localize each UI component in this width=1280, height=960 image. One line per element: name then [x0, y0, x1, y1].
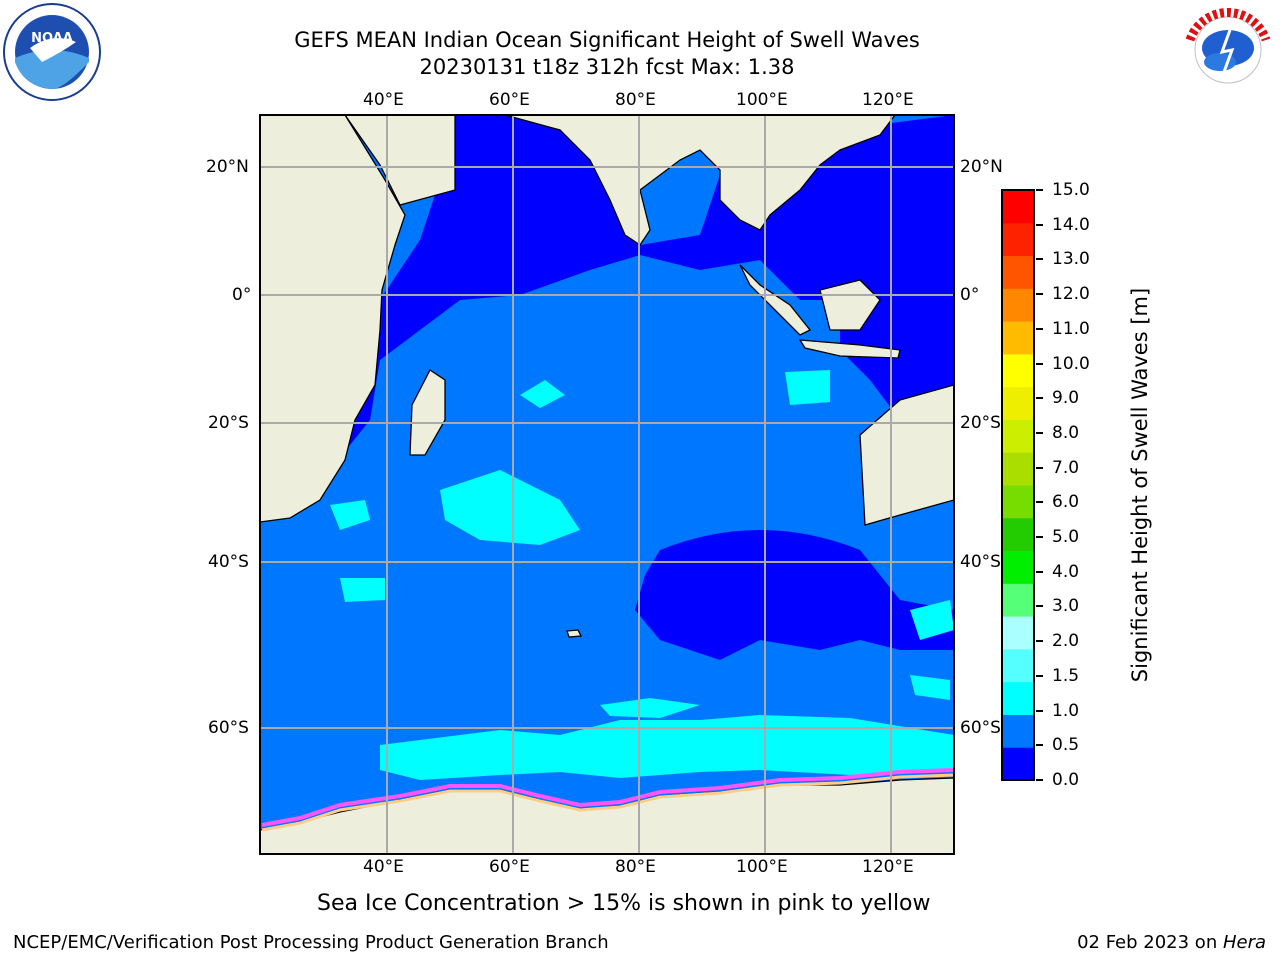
colorbar-tick-mark: [1036, 570, 1043, 573]
lon-label-bottom-100e: 100°E: [736, 857, 788, 877]
lat-label-right-20s: 20°S: [960, 413, 1001, 433]
colorbar-swatch: [1002, 452, 1034, 486]
colorbar-tick-label: 0.5: [1052, 735, 1080, 756]
sea-ice-edge: [261, 768, 954, 832]
colorbar-tick-label: 15.0: [1052, 180, 1090, 200]
colorbar: [1001, 189, 1035, 781]
colorbar-swatch: [1002, 190, 1034, 224]
noaa-logo-text: NOAA: [31, 31, 73, 46]
colorbar-swatch: [1002, 517, 1034, 552]
colorbar-tick-label: 9.0: [1052, 388, 1080, 409]
footer-right: 02 Feb 2023 on Hera: [1077, 932, 1266, 954]
colorbar-swatch: [1002, 714, 1034, 748]
colorbar-tick-label: 5.0: [1052, 527, 1080, 548]
colorbar-swatch: [1002, 255, 1034, 289]
mid-swell-patches: [330, 370, 954, 780]
lat-label-left-20s: 20°S: [208, 413, 249, 433]
colorbar-tick-label: 11.0: [1052, 318, 1090, 339]
graticule: [260, 115, 954, 854]
lon-label-bottom-40e: 40°E: [363, 857, 404, 877]
colorbar-tick-mark: [1036, 466, 1043, 469]
colorbar-tick-label: 12.0: [1052, 284, 1090, 305]
lon-label-top-60e: 60°E: [489, 90, 530, 110]
colorbar-tick-mark: [1036, 674, 1043, 677]
colorbar-tick-mark: [1036, 501, 1043, 504]
lon-label-top-40e: 40°E: [363, 90, 404, 110]
noaa-logo: NOAA: [3, 3, 101, 101]
lat-label-left-60s: 60°S: [208, 718, 249, 738]
colorbar-tick-mark: [1036, 223, 1043, 226]
colorbar-tick-mark: [1036, 362, 1043, 365]
colorbar-swatch: [1002, 419, 1034, 453]
lon-label-bottom-60e: 60°E: [489, 857, 530, 877]
colorbar-tick-label: 1.5: [1052, 665, 1080, 686]
colorbar-tick-label: 7.0: [1052, 457, 1080, 478]
colorbar-tick-label: 3.0: [1052, 596, 1080, 617]
footer-host: Hera: [1222, 932, 1266, 953]
colorbar-swatch: [1002, 648, 1034, 683]
colorbar-tick-mark: [1036, 536, 1043, 539]
colorbar-tick-mark: [1036, 779, 1043, 781]
colorbar-swatch: [1002, 321, 1034, 355]
colorbar-swatch: [1002, 288, 1034, 322]
colorbar-tick-label: 8.0: [1052, 422, 1080, 443]
lat-label-left-20n: 20°N: [206, 157, 249, 177]
colorbar-tick-mark: [1036, 258, 1043, 261]
lat-label-left-0: 0°: [232, 285, 252, 305]
colorbar-swatch: [1002, 616, 1034, 650]
sea-ice-caption: Sea Ice Concentration > 15% is shown in …: [317, 891, 931, 916]
lon-label-top-120e: 120°E: [862, 90, 914, 110]
chart-title-line1: GEFS MEAN Indian Ocean Significant Heigh…: [294, 28, 920, 52]
colorbar-tick-mark: [1036, 397, 1043, 400]
lat-label-right-0: 0°: [960, 285, 980, 305]
colorbar-tick-mark: [1036, 709, 1043, 712]
lon-label-bottom-80e: 80°E: [615, 857, 656, 877]
colorbar-tick-label: 13.0: [1052, 249, 1090, 270]
lat-label-right-40s: 40°S: [960, 552, 1001, 572]
colorbar-tick-mark: [1036, 744, 1043, 747]
colorbar-label: Significant Height of Swell Waves [m]: [1128, 287, 1152, 683]
colorbar-swatch: [1002, 222, 1034, 257]
colorbar-tick-label: 1.0: [1052, 700, 1080, 721]
map-frame: [259, 114, 955, 855]
colorbar-tick-mark: [1036, 327, 1043, 330]
lat-label-right-20n: 20°N: [960, 157, 1003, 177]
lon-label-top-80e: 80°E: [615, 90, 656, 110]
lat-label-left-40s: 40°S: [208, 552, 249, 572]
colorbar-swatch: [1002, 386, 1034, 420]
lat-label-right-60s: 60°S: [960, 718, 1001, 738]
colorbar-tick-mark: [1036, 189, 1043, 191]
colorbar-tick-label: 0.0: [1052, 770, 1080, 790]
colorbar-tick-mark: [1036, 605, 1043, 608]
colorbar-tick-label: 6.0: [1052, 492, 1080, 513]
colorbar-frame: [1001, 189, 1035, 781]
footer-date: 02 Feb 2023 on: [1077, 932, 1223, 953]
colorbar-tick-label: 2.0: [1052, 631, 1080, 652]
colorbar-swatch: [1002, 485, 1034, 519]
chart-title-line2: 20230131 t18z 312h fcst Max: 1.38: [419, 55, 795, 79]
nws-logo: [1180, 2, 1276, 98]
colorbar-swatch: [1002, 747, 1034, 781]
colorbar-tick-mark: [1036, 293, 1043, 296]
colorbar-tick-label: 14.0: [1052, 214, 1090, 235]
colorbar-tick-mark: [1036, 640, 1043, 643]
lon-label-bottom-120e: 120°E: [862, 857, 914, 877]
footer-left: NCEP/EMC/Verification Post Processing Pr…: [13, 932, 609, 953]
colorbar-swatch: [1002, 550, 1034, 584]
colorbar-tick-label: 4.0: [1052, 561, 1080, 582]
colorbar-swatch: [1002, 583, 1034, 617]
colorbar-tick-label: 10.0: [1052, 353, 1090, 374]
lon-label-top-100e: 100°E: [736, 90, 788, 110]
colorbar-swatch: [1002, 353, 1034, 388]
colorbar-swatch: [1002, 681, 1034, 715]
colorbar-tick-mark: [1036, 431, 1043, 434]
landmasses: [260, 115, 954, 854]
